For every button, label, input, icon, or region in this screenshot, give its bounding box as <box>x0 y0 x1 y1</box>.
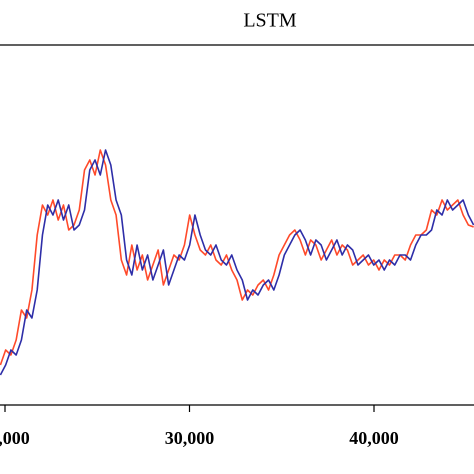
series-line <box>0 149 474 366</box>
chart-title: LSTM <box>243 10 297 32</box>
series-line <box>0 149 474 376</box>
x-tick-label: 30,000 <box>165 428 215 448</box>
x-tick-label: 20,000 <box>0 428 30 448</box>
x-tick-label: 40,000 <box>349 428 399 448</box>
